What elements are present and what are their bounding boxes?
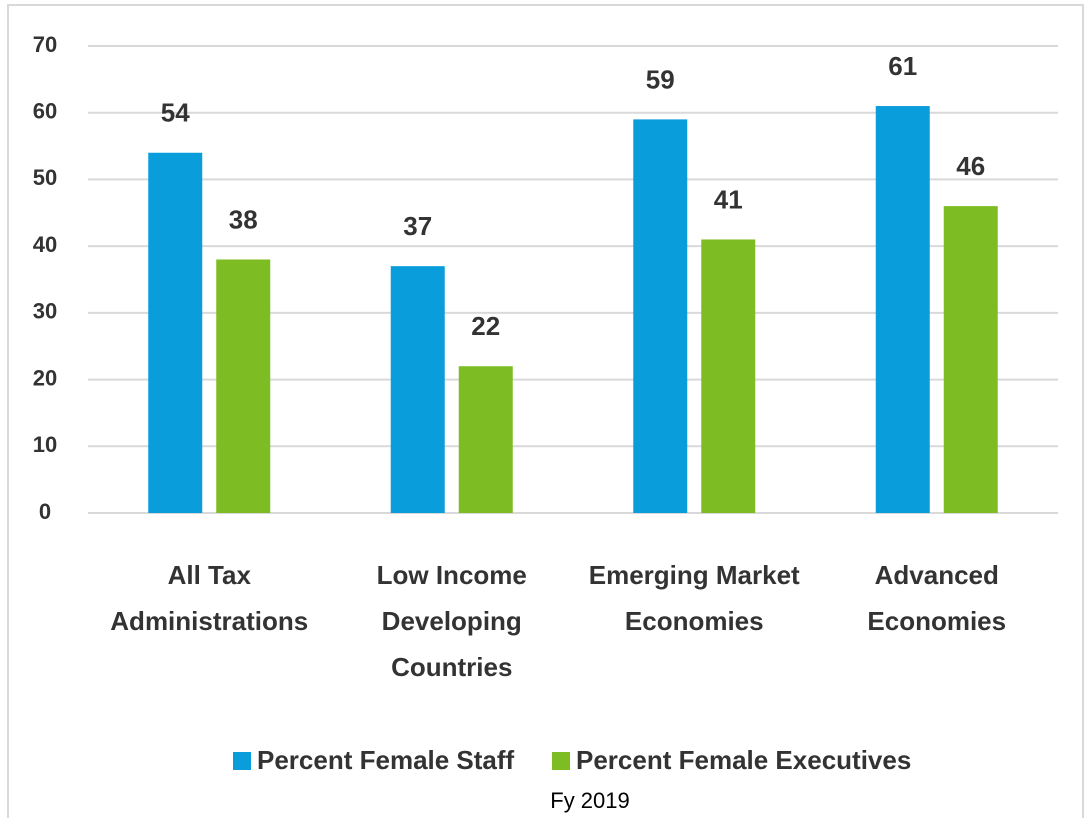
x-tick-label: Emerging Market Economies bbox=[588, 560, 800, 636]
y-tick-label: 30 bbox=[33, 299, 57, 324]
legend-label: Percent Female Executives bbox=[576, 745, 911, 775]
data-label: 38 bbox=[229, 204, 258, 234]
y-tick-label: 40 bbox=[33, 232, 57, 257]
bar bbox=[148, 152, 203, 513]
y-tick-label: 60 bbox=[33, 99, 57, 124]
data-label: 59 bbox=[646, 64, 675, 94]
bar bbox=[701, 239, 756, 513]
x-tick-label: Low Income Developing Countries bbox=[376, 560, 527, 682]
data-label: 54 bbox=[161, 98, 190, 128]
bar bbox=[216, 259, 271, 513]
y-tick-label: 50 bbox=[33, 165, 57, 190]
bar bbox=[633, 119, 688, 513]
legend-swatch bbox=[233, 752, 251, 770]
y-tick-label: 20 bbox=[33, 365, 57, 390]
y-tick-label: 0 bbox=[39, 499, 51, 524]
x-tick-label: All Tax Administrations bbox=[110, 560, 309, 636]
bar bbox=[458, 366, 513, 513]
legend-label: Percent Female Staff bbox=[257, 745, 515, 775]
bar bbox=[390, 266, 445, 513]
bar bbox=[875, 106, 930, 514]
y-tick-label: 10 bbox=[33, 432, 57, 457]
bar bbox=[943, 206, 998, 513]
frame bbox=[7, 4, 1084, 818]
caption: Fy 2019 bbox=[550, 788, 630, 813]
data-label: 41 bbox=[714, 184, 743, 214]
data-label: 46 bbox=[956, 151, 985, 181]
y-tick-label: 70 bbox=[33, 32, 57, 57]
legend-swatch bbox=[552, 752, 570, 770]
x-tick-label: Advanced Economies bbox=[867, 560, 1007, 636]
data-label: 22 bbox=[471, 311, 500, 341]
data-label: 37 bbox=[403, 211, 432, 241]
data-label: 61 bbox=[888, 51, 917, 81]
